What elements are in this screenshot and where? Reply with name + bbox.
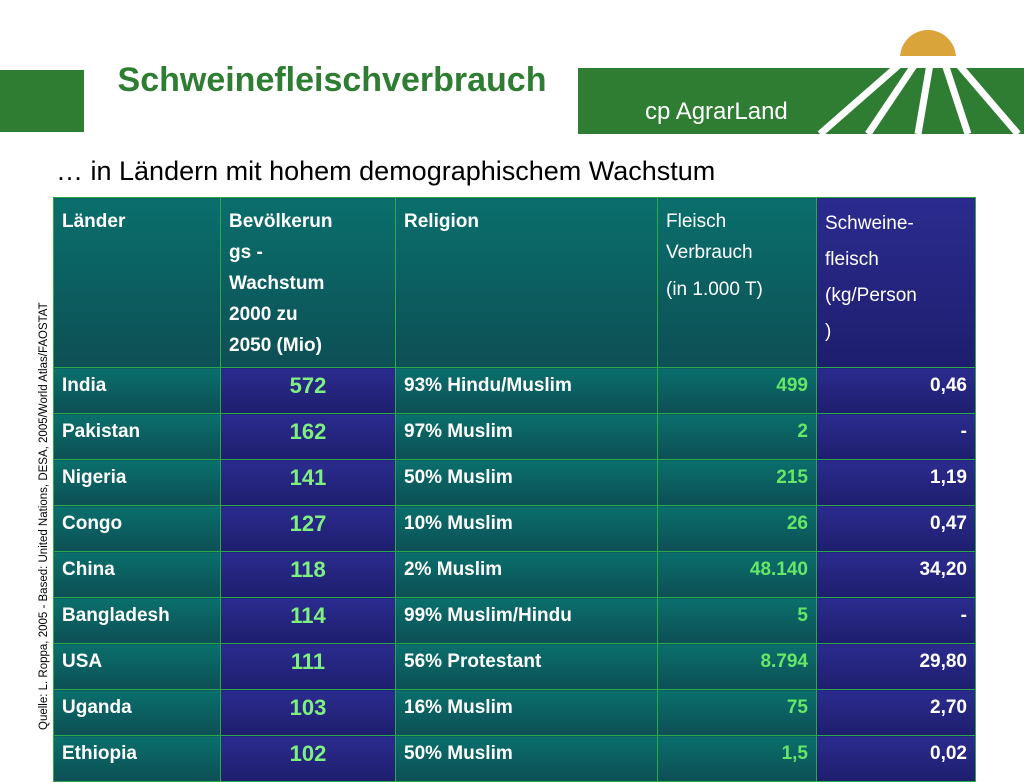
header-country: Länder xyxy=(53,197,221,368)
country-cell: Congo xyxy=(53,505,221,552)
pork-cell: - xyxy=(816,597,976,644)
header-population-growth: Bevölkerun gs - Wachstum 2000 zu 2050 (M… xyxy=(220,197,396,368)
country-cell: Pakistan xyxy=(53,413,221,460)
country-cell: Uganda xyxy=(53,689,221,736)
decorative-green-block xyxy=(0,70,84,132)
meat-cell: 75 xyxy=(657,689,817,736)
religion-cell: 2% Muslim xyxy=(395,551,658,598)
source-note: Quelle: L. Roppa, 2005 - Based: United N… xyxy=(38,302,50,730)
religion-cell: 97% Muslim xyxy=(395,413,658,460)
header-religion: Religion xyxy=(395,197,658,368)
meat-cell: 8.794 xyxy=(657,643,817,690)
pork-cell: 2,70 xyxy=(816,689,976,736)
pork-consumption-table: Länder Bevölkerun gs - Wachstum 2000 zu … xyxy=(53,197,976,782)
table-row: Nigeria 141 50% Muslim 215 1,19 xyxy=(53,459,976,506)
population-cell: 102 xyxy=(220,735,396,782)
meat-cell: 499 xyxy=(657,367,817,414)
pork-cell: 0,47 xyxy=(816,505,976,552)
religion-cell: 10% Muslim xyxy=(395,505,658,552)
table-row: Congo 127 10% Muslim 26 0,47 xyxy=(53,505,976,552)
population-cell: 111 xyxy=(220,643,396,690)
population-cell: 103 xyxy=(220,689,396,736)
table-row: USA 111 56% Protestant 8.794 29,80 xyxy=(53,643,976,690)
religion-cell: 50% Muslim xyxy=(395,459,658,506)
population-cell: 572 xyxy=(220,367,396,414)
meat-cell: 215 xyxy=(657,459,817,506)
country-cell: India xyxy=(53,367,221,414)
field-furrows-icon xyxy=(817,61,1021,137)
table-row: India 572 93% Hindu/Muslim 499 0,46 xyxy=(53,367,976,414)
population-cell: 162 xyxy=(220,413,396,460)
slide-subtitle: … in Ländern mit hohem demographischem W… xyxy=(56,156,716,186)
table-header-row: Länder Bevölkerun gs - Wachstum 2000 zu … xyxy=(53,197,976,368)
pork-cell: 29,80 xyxy=(816,643,976,690)
population-cell: 127 xyxy=(220,505,396,552)
table-row: Ethiopia 102 50% Muslim 1,5 0,02 xyxy=(53,735,976,782)
meat-cell: 48.140 xyxy=(657,551,817,598)
field-sun-logo-icon xyxy=(817,30,1021,137)
table-row: Bangladesh 114 99% Muslim/Hindu 5 - xyxy=(53,597,976,644)
population-cell: 141 xyxy=(220,459,396,506)
brand-logo-text: cp AgrarLand xyxy=(645,98,788,125)
pork-cell: 0,02 xyxy=(816,735,976,782)
religion-cell: 56% Protestant xyxy=(395,643,658,690)
sun-icon xyxy=(900,30,956,58)
religion-cell: 99% Muslim/Hindu xyxy=(395,597,658,644)
meat-cell: 26 xyxy=(657,505,817,552)
meat-cell: 2 xyxy=(657,413,817,460)
population-cell: 118 xyxy=(220,551,396,598)
pork-cell: 34,20 xyxy=(816,551,976,598)
table-row: China 118 2% Muslim 48.140 34,20 xyxy=(53,551,976,598)
country-cell: Ethiopia xyxy=(53,735,221,782)
pork-cell: 0,46 xyxy=(816,367,976,414)
religion-cell: 50% Muslim xyxy=(395,735,658,782)
table-row: Uganda 103 16% Muslim 75 2,70 xyxy=(53,689,976,736)
religion-cell: 16% Muslim xyxy=(395,689,658,736)
header-pork-per-capita: Schweine- fleisch (kg/Person ) xyxy=(816,197,976,368)
meat-cell: 5 xyxy=(657,597,817,644)
table-row: Pakistan 162 97% Muslim 2 - xyxy=(53,413,976,460)
country-cell: Nigeria xyxy=(53,459,221,506)
country-cell: USA xyxy=(53,643,221,690)
meat-cell: 1,5 xyxy=(657,735,817,782)
country-cell: China xyxy=(53,551,221,598)
slide-title: Schweinefleischverbrauch xyxy=(117,61,547,99)
religion-cell: 93% Hindu/Muslim xyxy=(395,367,658,414)
pork-cell: - xyxy=(816,413,976,460)
population-cell: 114 xyxy=(220,597,396,644)
header-meat-consumption: Fleisch Verbrauch (in 1.000 T) xyxy=(657,197,817,368)
pork-cell: 1,19 xyxy=(816,459,976,506)
country-cell: Bangladesh xyxy=(53,597,221,644)
